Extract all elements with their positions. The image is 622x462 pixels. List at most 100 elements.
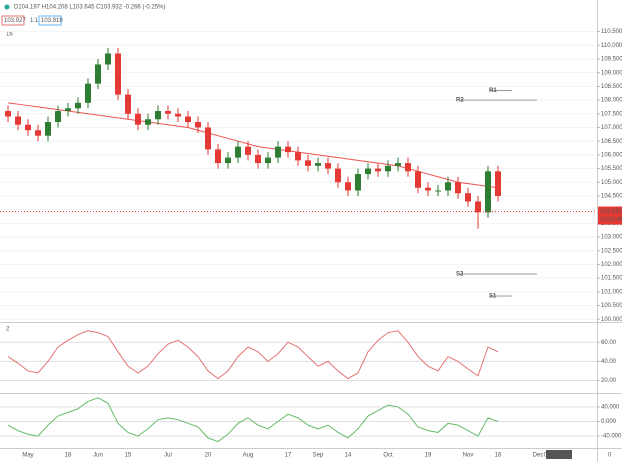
candle-body	[275, 146, 281, 158]
candle-body	[405, 163, 411, 172]
candle-body	[135, 113, 141, 125]
candle-body	[215, 149, 221, 164]
candle-body	[265, 157, 271, 164]
candle-body	[375, 168, 381, 172]
x-tick-label: 09 Dec '20	[544, 453, 573, 459]
moving-average	[7, 102, 499, 189]
x-tick-label: Jul	[164, 453, 172, 459]
candle-body	[75, 102, 81, 109]
candle-body	[385, 165, 391, 172]
candle-body	[315, 163, 321, 166]
candle-body	[355, 174, 361, 191]
y-tick-label: 101.000	[601, 289, 622, 295]
last-price-tag	[598, 206, 622, 225]
x-tick-label: Jun	[93, 453, 103, 459]
header-ohlc: D104.197 H104.208 L103.645 C103.932 -0.2…	[14, 5, 165, 11]
y-tick-label: 105.000	[601, 180, 622, 186]
y-tick-label: 106.000	[601, 152, 622, 158]
candle-body	[345, 182, 351, 191]
bid-box[interactable]	[1, 15, 25, 26]
candle-body	[305, 160, 311, 166]
indicator-line	[7, 397, 499, 443]
candle-body	[25, 124, 31, 131]
countdown: 13:52:48	[600, 217, 622, 223]
x-tick-label: 18	[65, 453, 72, 459]
y-tick-label: 102.000	[601, 262, 622, 268]
pane-label: 16	[6, 32, 13, 38]
ask-box[interactable]	[38, 15, 62, 26]
y-tick-label: 108.500	[601, 84, 622, 90]
candle-body	[205, 127, 211, 150]
candle-body	[155, 111, 161, 120]
candle-body	[105, 53, 111, 65]
x-tick-label: Oct	[383, 453, 393, 459]
y-tick-label: -40.000	[601, 434, 622, 440]
y-tick-label: 100.000	[601, 317, 622, 323]
candle-body	[65, 108, 71, 112]
y-tick-label: 40.000	[601, 405, 620, 411]
x-tick-label: 16	[495, 453, 502, 459]
y-tick-label: 20.00	[601, 378, 617, 384]
candle-body	[495, 171, 501, 196]
candle-body	[225, 157, 231, 164]
y-tick-label: 105.500	[601, 166, 622, 172]
y-tick-label: 103.000	[601, 235, 622, 241]
candle-body	[115, 53, 121, 95]
y-tick-label: 106.500	[601, 139, 622, 145]
candle-body	[425, 187, 431, 191]
pivot-label: S2	[456, 272, 464, 278]
y-tick-label: 109.500	[601, 57, 622, 63]
date-highlight	[546, 450, 572, 459]
x-tick-label: Sep	[313, 453, 324, 459]
bid: 103.927	[4, 18, 26, 24]
y-tick-label: 110.000	[601, 43, 622, 49]
x-tick-label: 14	[345, 453, 352, 459]
candle-body	[255, 154, 261, 164]
pivot-label: R1	[489, 88, 497, 94]
candle-body	[455, 182, 461, 194]
last-price: 103.932	[600, 209, 622, 215]
candle-body	[235, 146, 241, 158]
candle-body	[125, 94, 131, 114]
x-tick-label: Dec	[533, 453, 544, 459]
indicator-line	[7, 330, 499, 380]
x-tick-label: 20	[205, 453, 212, 459]
y-tick-label: 101.500	[601, 276, 622, 282]
candle-body	[475, 201, 481, 213]
candle-body	[415, 171, 421, 188]
candle-body	[85, 83, 91, 103]
candle-body	[435, 190, 441, 192]
y-tick-label: 108.000	[601, 98, 622, 104]
pivot-label: S1	[489, 294, 497, 300]
candle-body	[325, 163, 331, 169]
candle-body	[5, 111, 11, 117]
candle-body	[165, 111, 171, 114]
y-tick-label: 107.500	[601, 111, 622, 117]
candle-body	[95, 64, 101, 84]
candle-body	[445, 182, 451, 191]
x-tick-label: May	[22, 453, 33, 459]
candle-body	[35, 130, 41, 136]
pane-label: 2	[6, 327, 10, 333]
candle-body	[335, 168, 341, 183]
ratio: 1:1	[30, 18, 39, 24]
candle-body	[185, 116, 191, 122]
y-tick-label: 107.000	[601, 125, 622, 131]
y-tick-label: 109.000	[601, 70, 622, 76]
y-tick-label: 100.500	[601, 303, 622, 309]
x-tick-label: Nov	[463, 453, 474, 459]
y-tick-label: 0.000	[601, 419, 617, 425]
x-tick-label: 15	[125, 453, 132, 459]
candle-body	[15, 116, 21, 125]
pivot-label: R2	[456, 98, 464, 104]
candle-body	[365, 168, 371, 175]
candle-body	[245, 146, 251, 155]
y-tick-label: 60.00	[601, 340, 617, 346]
status-dot	[4, 4, 10, 10]
y-tick-label: 40.00	[601, 359, 617, 365]
y-tick-label: 110.500	[601, 29, 622, 35]
candle-body	[465, 193, 471, 202]
